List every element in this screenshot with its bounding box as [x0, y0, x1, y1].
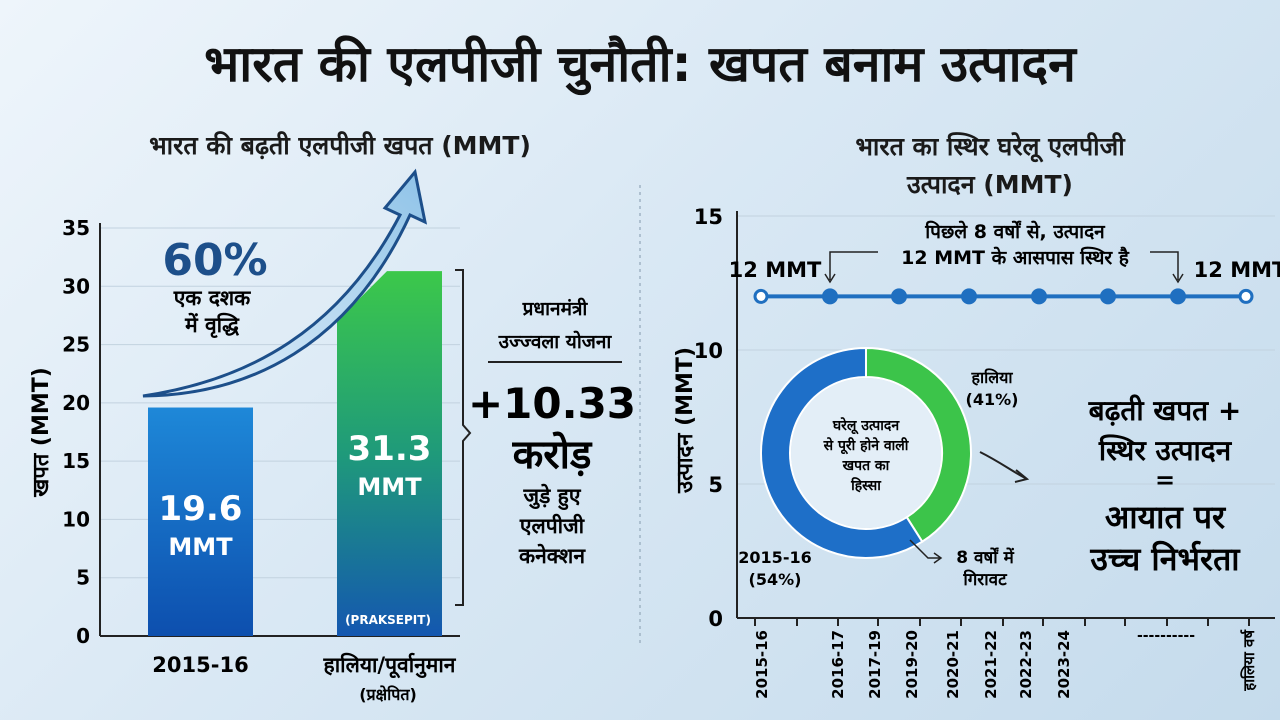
- data-point: [753, 288, 769, 304]
- y-tick-label: 25: [62, 333, 90, 357]
- y-tick-label: 0: [708, 607, 723, 631]
- y-axis-label: खपत (MMT): [29, 367, 54, 498]
- y-tick-label: 5: [76, 566, 90, 590]
- conclusion-5: उच्च निर्भरता: [1089, 540, 1241, 578]
- x-tick-label: 2017-19: [866, 630, 884, 699]
- growth-text-1: एक दशक: [173, 286, 251, 310]
- x-tick-label: 2015-16: [753, 630, 771, 699]
- base-year-value: (54%): [749, 570, 802, 589]
- donut-center-1: घरेलू उत्पादन: [832, 417, 900, 435]
- recent-slice-value: (41%): [966, 390, 1019, 409]
- production-title-line1: भारत का स्थिर घरेलू एलपीजी: [855, 132, 1125, 161]
- y-tick-label: 15: [694, 205, 723, 229]
- y-tick-label: 15: [62, 449, 90, 473]
- data-point: [891, 288, 907, 305]
- data-point: [1238, 288, 1254, 304]
- donut-center-2: से पूरी होने वाली: [823, 437, 910, 455]
- bar-note: (PRAKSEPIT): [345, 613, 431, 627]
- data-point: [1170, 288, 1186, 305]
- bar-value-label: 19.6: [159, 489, 243, 529]
- category-note: (प्रक्षेपित): [359, 685, 417, 704]
- decline-arrow-icon: [909, 539, 943, 564]
- y-tick-label: 5: [708, 473, 723, 497]
- production-title-line2: उत्पादन (MMT): [907, 170, 1073, 199]
- conclusion-1: बढ़ती खपत +: [1088, 394, 1242, 427]
- connections-value: +10.33: [468, 379, 636, 428]
- y-axis-label: उत्पादन (MMT): [673, 347, 698, 494]
- data-point: [1031, 288, 1047, 305]
- donut-slice-remainder: [760, 346, 924, 559]
- y-tick-label: 35: [62, 216, 90, 240]
- y-tick-label: 10: [62, 507, 90, 531]
- stable-note-1: पिछले 8 वर्षों से, उत्पादन: [924, 220, 1106, 243]
- connections-text-2: एलपीजी: [519, 513, 586, 538]
- growth-value: 60%: [162, 235, 267, 286]
- data-point: [1100, 288, 1116, 305]
- x-tick-label: 2020-21: [944, 630, 962, 699]
- bar-unit-label: MMT: [168, 533, 233, 561]
- data-point: [822, 288, 838, 305]
- bar-value-label: 31.3: [348, 429, 432, 469]
- bar: [337, 271, 442, 636]
- x-tick-label: हालिया/पूर्वानुमान: [323, 652, 457, 679]
- x-tick-label: 2021-22: [982, 630, 1000, 699]
- page-title: भारत की एलपीजी चुनौती: खपत बनाम उत्पादन: [204, 35, 1076, 93]
- scheme-line2: उज्ज्वला योजना: [498, 330, 613, 353]
- recent-slice-label: हालिया: [970, 368, 1013, 387]
- x-tick-label: 2015-16: [152, 653, 248, 677]
- x-tick-label: 2019-20: [903, 630, 921, 699]
- decline-note-2: गिरावट: [962, 569, 1008, 590]
- bar-unit-label: MMT: [357, 473, 422, 501]
- connections-unit: करोड़: [512, 431, 593, 478]
- curved-arrow-icon: [979, 451, 1030, 483]
- donut-center-4: हिस्सा: [850, 477, 882, 494]
- x-tick-label: 2022-23: [1017, 630, 1035, 699]
- decline-note-1: 8 वर्षों में: [956, 547, 1015, 568]
- note-arrow-left-icon: [824, 251, 878, 284]
- x-tick-label: हालिया वर्ष: [1240, 629, 1258, 692]
- note-arrow-right-icon: [1150, 251, 1184, 284]
- stable-note-2: 12 MMT के आसपास स्थिर है: [901, 246, 1130, 269]
- x-tick-label: 2016-17: [829, 630, 847, 699]
- connections-text-1: जुड़े हुए: [523, 483, 582, 511]
- scheme-line1: प्रधानमंत्री: [522, 297, 589, 320]
- y-tick-label: 20: [62, 391, 90, 415]
- growth-arrow-icon: [142, 168, 428, 398]
- y-tick-label: 0: [76, 624, 90, 648]
- point-label-start: 12 MMT: [729, 258, 822, 282]
- y-tick-label: 10: [694, 339, 723, 363]
- y-tick-label: 30: [62, 274, 90, 298]
- growth-text-2: में वृद्धि: [184, 312, 240, 339]
- consumption-chart-title: भारत की बढ़ती एलपीजी खपत (MMT): [149, 131, 531, 160]
- connections-text-3: कनेक्शन: [518, 543, 586, 568]
- point-label-end: 12 MMT: [1194, 258, 1280, 282]
- donut-center: [791, 378, 941, 528]
- x-tick-label: 2023-24: [1055, 630, 1073, 699]
- bracket: [455, 269, 472, 606]
- base-year-label: 2015-16: [738, 548, 811, 567]
- donut-center-3: खपत का: [842, 458, 891, 474]
- data-point: [961, 288, 977, 305]
- conclusion-2: स्थिर उत्पादन: [1098, 434, 1233, 467]
- donut-slice-recent: [865, 346, 972, 544]
- conclusion-3: =: [1155, 466, 1175, 494]
- conclusion-4: आयात पर: [1105, 498, 1227, 536]
- x-tick-label: ----------: [1137, 628, 1195, 644]
- production-chart-title: भारत का स्थिर घरेलू एलपीजी उत्पादन (MMT): [740, 128, 1240, 204]
- bar: [148, 407, 253, 636]
